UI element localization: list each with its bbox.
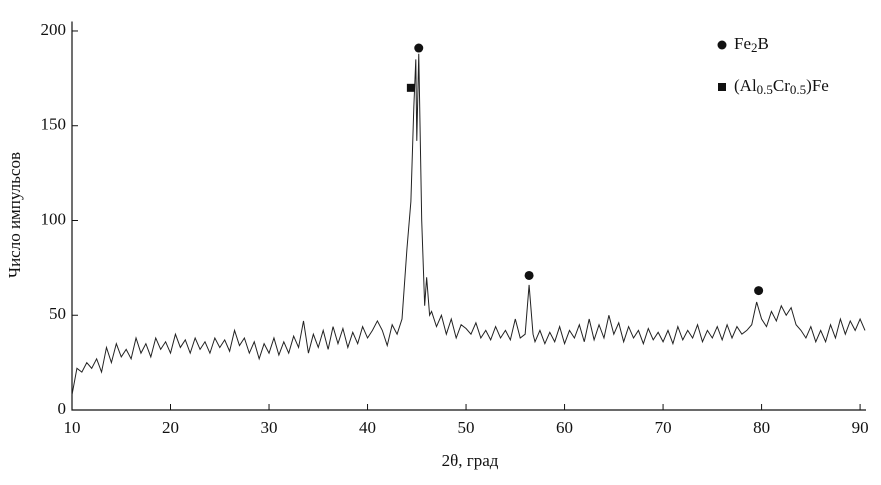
- legend-text-part: Cr: [773, 76, 790, 95]
- legend-text-part: (Al: [734, 76, 757, 95]
- marker: [754, 286, 764, 296]
- marker: [406, 83, 415, 92]
- legend-text-part: )Fe: [806, 76, 829, 95]
- y-tick-label: 50: [49, 304, 66, 323]
- y-tick-label: 150: [41, 115, 67, 134]
- x-axis-label: 2θ, град: [442, 451, 499, 470]
- y-axis-label: Число импульсов: [5, 152, 24, 278]
- x-tick-label: 70: [655, 418, 672, 437]
- legend-text-part: B: [758, 34, 769, 53]
- legend-label: (Al0.5Cr0.5)Fe: [734, 76, 829, 97]
- y-tick-label: 0: [58, 399, 67, 418]
- legend-text-part: 0.5: [790, 82, 806, 97]
- x-tick-label: 20: [162, 418, 179, 437]
- legend-text-part: 2: [751, 40, 758, 55]
- x-tick-label: 60: [556, 418, 573, 437]
- x-tick-label: 40: [359, 418, 376, 437]
- legend-marker: [717, 40, 727, 50]
- x-tick-label: 50: [458, 418, 475, 437]
- legend-text-part: Fe: [734, 34, 751, 53]
- legend-marker: [718, 83, 726, 91]
- x-tick-label: 10: [64, 418, 81, 437]
- x-tick-label: 80: [753, 418, 770, 437]
- data-line: [71, 53, 866, 395]
- marker: [524, 270, 534, 280]
- marker: [414, 43, 424, 53]
- legend-text-part: 0.5: [757, 82, 773, 97]
- x-tick-label: 90: [852, 418, 869, 437]
- legend-label: Fe2B: [734, 34, 769, 55]
- x-tick-label: 30: [261, 418, 278, 437]
- y-tick-label: 200: [41, 20, 67, 39]
- y-tick-label: 100: [41, 209, 67, 228]
